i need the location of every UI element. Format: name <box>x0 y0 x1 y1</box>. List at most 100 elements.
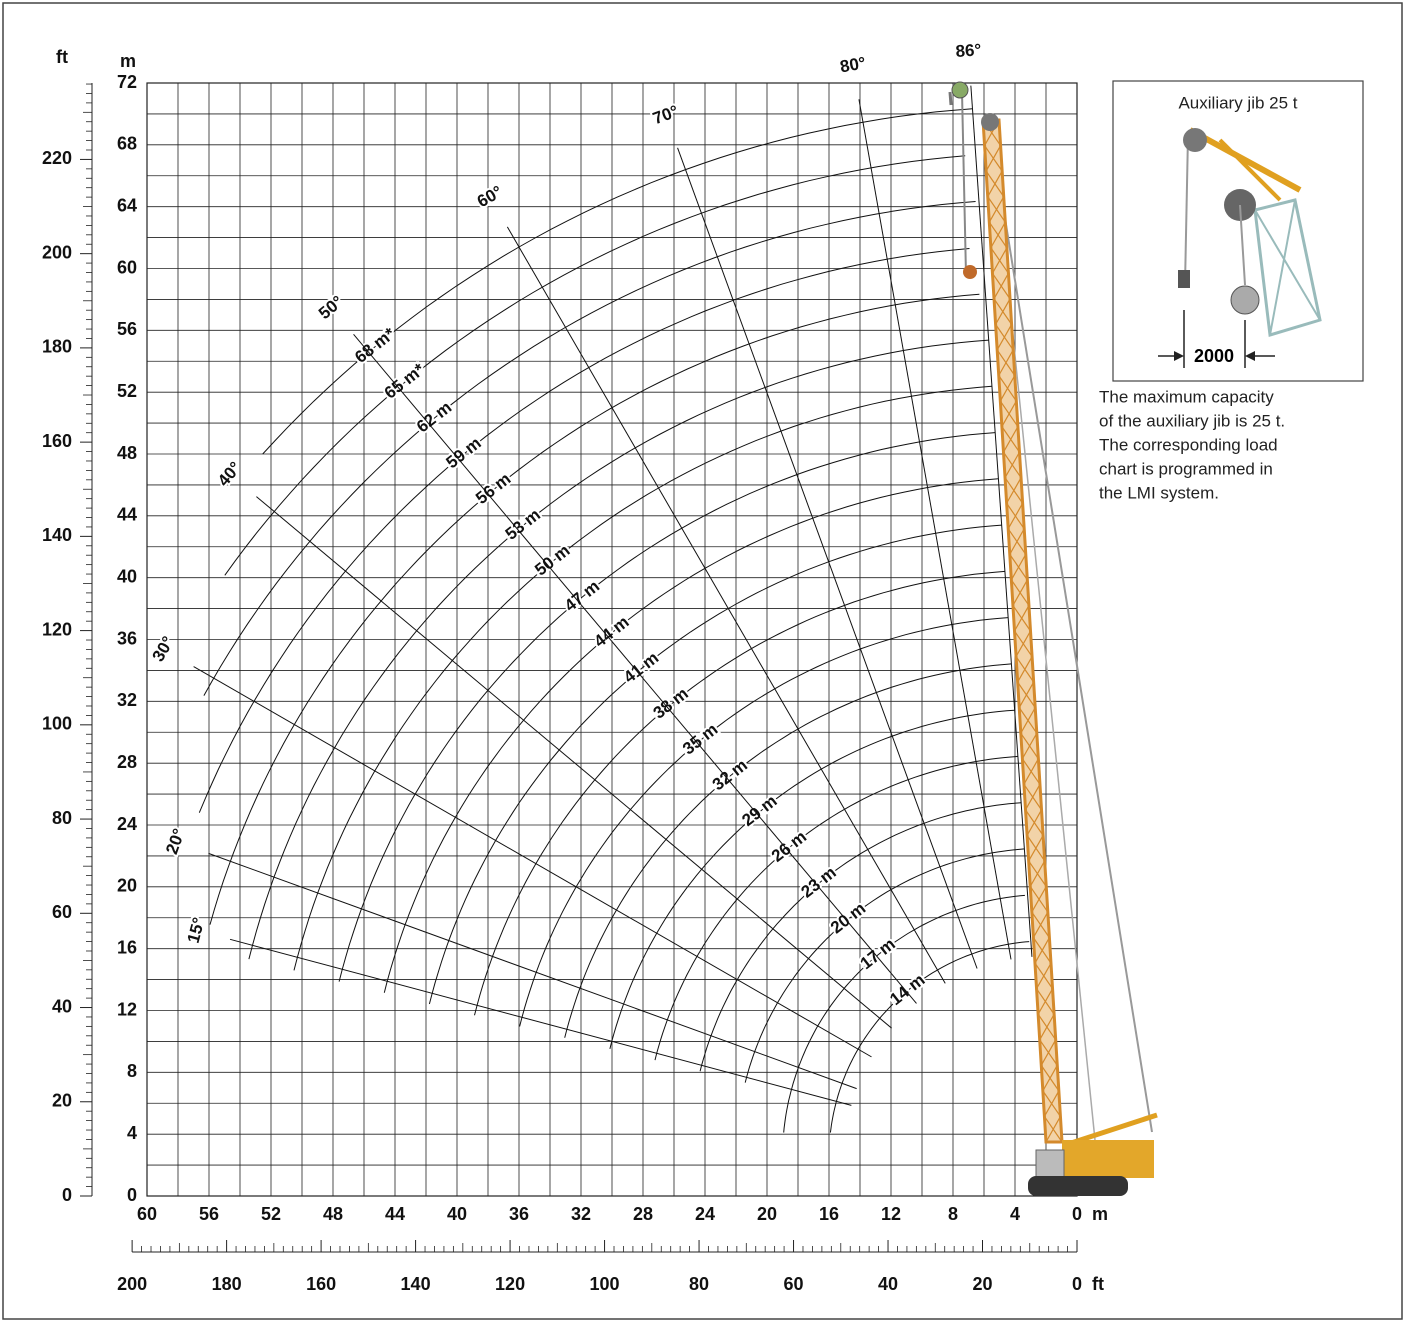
boom-angle-line <box>256 496 892 1029</box>
lattice-brace <box>1039 1013 1055 1041</box>
dimension-arrow <box>1174 351 1184 361</box>
lattice-brace <box>1012 579 1028 606</box>
lattice-brace <box>1042 1065 1058 1092</box>
lattice-brace <box>987 170 1003 197</box>
y-tick-label: 16 <box>117 937 137 957</box>
y-tick-label: 68 <box>117 134 137 154</box>
dimension-label: 2000 <box>1194 346 1234 366</box>
y2-tick-label: 200 <box>42 242 72 262</box>
y-tick-label: 56 <box>117 319 137 339</box>
boom-head <box>981 113 999 131</box>
lattice-brace <box>1018 681 1035 708</box>
y2-tick-label: 160 <box>42 431 72 451</box>
boom-angle-label: 86° <box>955 40 982 61</box>
x-tick-label: 12 <box>881 1204 901 1224</box>
y-tick-label: 0 <box>127 1185 137 1205</box>
x-tick-label: 56 <box>199 1204 219 1224</box>
hook-block <box>1230 285 1260 315</box>
y-tick-label: 32 <box>117 690 137 710</box>
boom-angle-line <box>193 666 872 1058</box>
boom-head <box>951 81 969 99</box>
x-tick-label: 28 <box>633 1204 653 1224</box>
boom-angle-line <box>229 938 852 1106</box>
lattice-brace <box>999 375 1016 402</box>
x-tick-label: 36 <box>509 1204 529 1224</box>
y-tick-label: 4 <box>127 1123 137 1143</box>
x-tick-label: 32 <box>571 1204 591 1224</box>
note-line: The corresponding load <box>1099 435 1278 454</box>
x2-unit: ft <box>1092 1274 1104 1294</box>
x-tick-label: 60 <box>137 1204 157 1224</box>
lattice-brace <box>1043 1090 1060 1117</box>
lattice-brace <box>1026 809 1043 836</box>
lattice-brace <box>1036 962 1052 989</box>
lattice-brace <box>1037 988 1054 1015</box>
jib-arm <box>1218 138 1282 202</box>
lattice-brace <box>1020 707 1036 734</box>
lattice-brace <box>1007 502 1024 530</box>
panel-frame <box>1112 80 1364 382</box>
x2-tick-label: 180 <box>212 1274 242 1294</box>
y2-tick-label: 60 <box>52 902 72 922</box>
y2-tick-label: 20 <box>52 1091 72 1111</box>
lattice-brace <box>1004 451 1020 478</box>
boom-angle-line <box>677 147 978 969</box>
x-tick-label: 4 <box>1010 1204 1020 1224</box>
hook-block <box>1178 270 1190 288</box>
rope <box>1184 134 1189 286</box>
boom-section <box>1254 209 1321 321</box>
superstructure <box>1062 1140 1154 1178</box>
lattice-brace <box>1040 1039 1057 1066</box>
lattice-brace <box>988 196 1005 223</box>
lattice-brace <box>1031 886 1047 913</box>
y-tick-label: 72 <box>117 72 137 92</box>
y2-tick-label: 140 <box>42 525 72 545</box>
boom-length-arc <box>224 155 966 576</box>
note-line: The maximum capacity <box>1099 387 1274 406</box>
y2-tick-label: 220 <box>42 148 72 168</box>
lattice-brace <box>995 298 1011 325</box>
boom-length-arc <box>198 248 970 813</box>
x2-tick-label: 140 <box>401 1274 431 1294</box>
lattice-brace <box>1010 554 1027 581</box>
lattice-brace <box>998 349 1014 376</box>
plot-frame <box>146 82 1078 1197</box>
x2-tick-label: 80 <box>689 1274 709 1294</box>
x-tick-label: 16 <box>819 1204 839 1224</box>
hook-block <box>963 265 977 279</box>
panel-title: Auxiliary jib 25 t <box>1178 93 1297 112</box>
x-tick-label: 24 <box>695 1204 715 1224</box>
x2-tick-label: 60 <box>784 1274 804 1294</box>
crawler-track <box>1028 1176 1128 1196</box>
lattice-brace <box>1015 630 1032 657</box>
lattice-brace <box>1032 911 1049 938</box>
lattice-brace <box>993 273 1009 300</box>
boom-angle-line <box>208 852 857 1090</box>
y-tick-label: 64 <box>117 195 137 215</box>
x2-tick-label: 120 <box>495 1274 525 1294</box>
lattice-brace <box>1023 758 1039 785</box>
y2-tick-label: 80 <box>52 808 72 828</box>
lattice-brace <box>1034 937 1050 964</box>
lattice-brace <box>1028 835 1044 862</box>
x2-tick-label: 160 <box>306 1274 336 1294</box>
lattice-brace <box>1029 860 1046 887</box>
lattice-brace <box>985 145 1002 172</box>
pendant-line <box>989 124 1153 1133</box>
x-tick-label: 20 <box>757 1204 777 1224</box>
y-tick-label: 52 <box>117 381 137 401</box>
lattice-brace <box>1002 426 1019 453</box>
y2-tick-label: 100 <box>42 714 72 734</box>
lattice-brace <box>1045 1116 1061 1143</box>
x-unit: m <box>1092 1204 1108 1224</box>
x2-tick-label: 40 <box>878 1274 898 1294</box>
y2-tick-label: 120 <box>42 619 72 639</box>
y-tick-label: 8 <box>127 1061 137 1081</box>
boom-length-arc <box>829 941 1030 1133</box>
x2-tick-label: 100 <box>590 1274 620 1294</box>
boom-length-arc <box>203 201 976 696</box>
note-line: the LMI system. <box>1099 483 1219 502</box>
cab <box>1035 1149 1065 1179</box>
dimension-arrow <box>1245 351 1255 361</box>
boom-angle-line <box>970 85 1033 957</box>
